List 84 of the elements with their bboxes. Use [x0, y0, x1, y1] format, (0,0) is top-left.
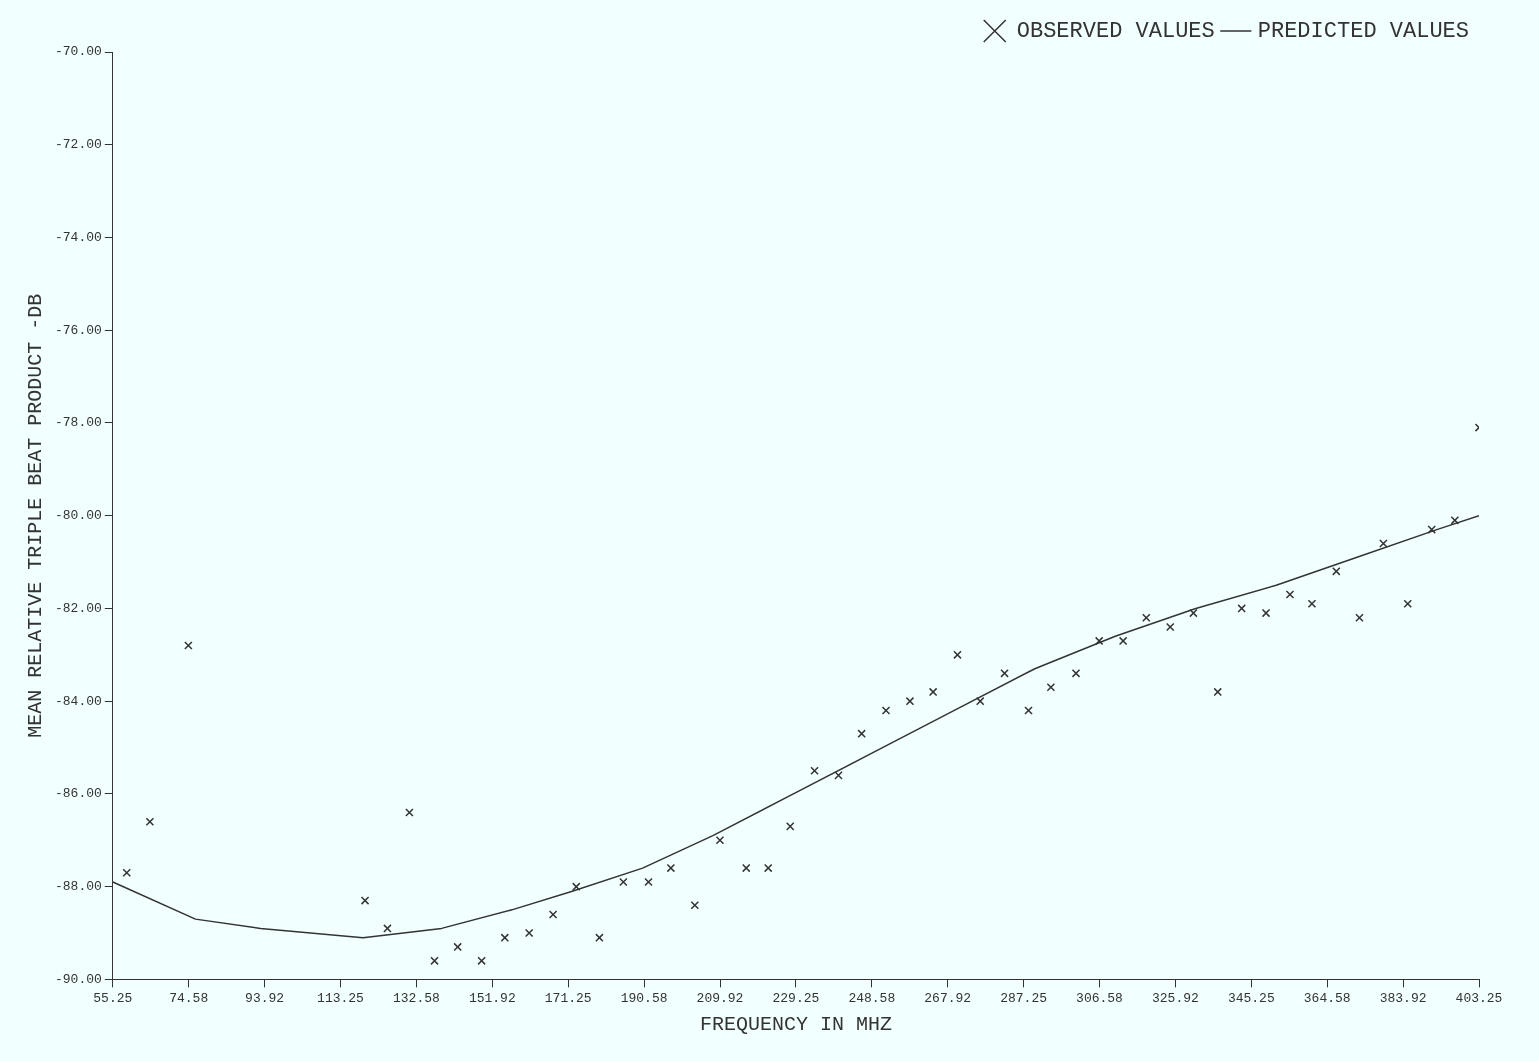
point: [1118, 636, 1128, 646]
x-tick-label: 55.25: [93, 990, 133, 1006]
point: [857, 729, 866, 738]
point: [1379, 539, 1388, 548]
point: [905, 696, 915, 706]
point: [405, 808, 414, 817]
point: [477, 956, 486, 966]
x-tick-label: 74.58: [169, 990, 209, 1006]
x-tick-label: 93.92: [245, 990, 285, 1006]
x-tick-label: 306.58: [1076, 990, 1123, 1006]
point: [834, 771, 843, 780]
x-axis-title: FREQUENCY IN MHZ: [699, 1013, 892, 1037]
point: [360, 896, 370, 905]
point: [1189, 608, 1198, 618]
point: [1285, 590, 1295, 599]
point: [1332, 567, 1341, 576]
y-tick-label: -76.00: [55, 322, 102, 338]
y-tick-label: -84.00: [55, 693, 102, 709]
x-tick-label: 151.92: [468, 990, 516, 1006]
y-axis-title: MEAN RELATIVE TRIPLE BEAT PRODUCT -DB: [24, 293, 48, 738]
point: [571, 882, 581, 891]
x-tick-label: 345.25: [1227, 990, 1275, 1006]
x-tick-label: 364.58: [1303, 990, 1351, 1006]
y-tick-label: -74.00: [55, 229, 102, 245]
point: [383, 924, 392, 933]
x-tick-label: 403.25: [1455, 990, 1503, 1006]
point: [1024, 706, 1033, 715]
point: [430, 956, 439, 966]
point: [500, 933, 510, 942]
point: [1046, 682, 1056, 692]
point: [145, 817, 155, 827]
y-tick-label: -78.00: [55, 415, 102, 431]
point: [785, 822, 795, 831]
point: [741, 863, 751, 873]
point: [1071, 669, 1081, 678]
point: [619, 877, 628, 887]
x-tick-label: 229.25: [772, 990, 820, 1006]
x-tick-label: 267.92: [924, 990, 972, 1006]
point: [928, 687, 938, 697]
y-tick-label: -72.00: [55, 137, 102, 153]
y-tick-label: -86.00: [55, 786, 102, 802]
point: [1403, 599, 1413, 609]
point: [1261, 608, 1271, 618]
x-tick-label: 132.58: [392, 990, 440, 1006]
point: [184, 641, 193, 650]
point: [1142, 613, 1151, 622]
point: [1355, 613, 1364, 622]
y-tick-label: -88.00: [55, 879, 102, 895]
point: [548, 910, 558, 919]
point: [1165, 622, 1175, 632]
point: [524, 928, 534, 938]
point: [453, 942, 462, 952]
point: [1213, 687, 1223, 697]
x-tick-label: 248.58: [848, 990, 896, 1006]
point: [644, 877, 653, 887]
point: [1307, 599, 1317, 609]
x-tick-label: 171.25: [544, 990, 592, 1006]
point: [1237, 604, 1246, 613]
x-tick-label: 190.58: [620, 990, 668, 1006]
point: [881, 706, 891, 715]
x-tick-label: 113.25: [317, 990, 364, 1006]
point: [715, 836, 725, 845]
point: [1427, 525, 1436, 534]
point: [122, 868, 132, 878]
point: [1450, 516, 1460, 525]
point: [763, 863, 773, 873]
point: [810, 766, 819, 776]
x-tick-label: 287.25: [1000, 990, 1048, 1006]
x-tick-label: 383.92: [1379, 990, 1427, 1006]
y-tick-label: -82.00: [55, 600, 102, 616]
x-tick-label: 325.92: [1152, 990, 1199, 1006]
point: [953, 650, 962, 660]
legend-label: PREDICTED VALUES: [1257, 18, 1469, 44]
x-tick-label: 209.92: [696, 990, 744, 1006]
point: [666, 863, 676, 873]
y-tick-label: -80.00: [55, 508, 102, 524]
y-tick-label: -90.00: [55, 971, 102, 987]
point: [690, 900, 700, 910]
point: [1000, 669, 1009, 678]
point: [975, 696, 985, 706]
y-tick-label: -70.00: [55, 44, 102, 60]
point: [595, 933, 604, 942]
point: [1094, 636, 1104, 646]
legend-label: OBSERVED VALUES: [1016, 18, 1215, 44]
